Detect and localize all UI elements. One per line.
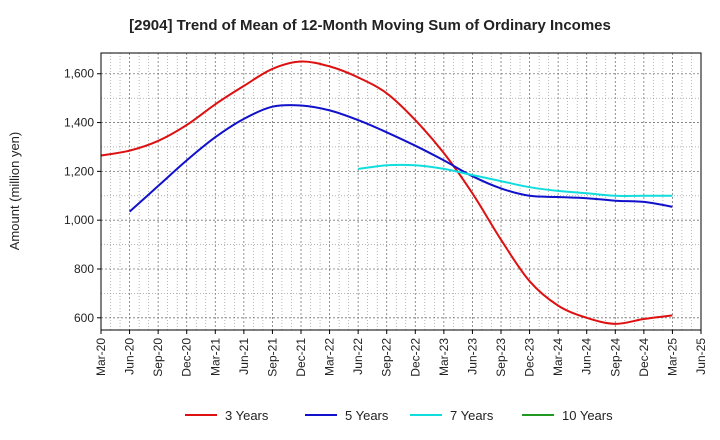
grid: [100, 53, 702, 330]
x-tick-label: Jun-25: [694, 338, 708, 375]
x-tick-label: Mar-22: [323, 338, 337, 376]
x-tick-label: Mar-20: [94, 338, 108, 376]
x-tick-label: Sep-24: [608, 338, 622, 377]
legend: 3 Years 5 Years 7 Years 10 Years: [185, 408, 613, 423]
x-tick-label: Jun-21: [237, 338, 251, 375]
x-tick-label: Mar-21: [208, 338, 222, 376]
series-lines: [100, 60, 673, 325]
x-tick-label: Dec-23: [523, 338, 537, 377]
x-tick-label: Jun-24: [580, 338, 594, 375]
y-tick-label: 1,400: [64, 116, 94, 130]
x-tick-label: Sep-23: [494, 338, 508, 377]
x-tick-label: Mar-24: [551, 338, 565, 376]
x-tick-label: Mar-25: [665, 338, 679, 376]
x-tick-label: Jun-20: [123, 338, 137, 375]
x-tick-label: Dec-20: [180, 338, 194, 377]
y-tick-label: 1,600: [64, 67, 94, 81]
chart-title: [2904] Trend of Mean of 12-Month Moving …: [129, 17, 611, 34]
x-tick-label: Dec-21: [294, 338, 308, 377]
y-axis-label: Amount (million yen): [7, 132, 22, 251]
x-tick-label: Sep-21: [265, 338, 279, 377]
y-tick-label: 600: [74, 311, 94, 325]
series-line-7-years: [357, 163, 673, 197]
legend-label: 7 Years: [450, 408, 494, 423]
x-tick-label: Sep-22: [380, 338, 394, 377]
series-line-3-years: [100, 60, 673, 325]
x-tick-label: Jun-23: [465, 338, 479, 375]
y-tick-label: 1,000: [64, 213, 94, 227]
x-tick-label: Mar-23: [437, 338, 451, 376]
x-tick-label: Jun-22: [351, 338, 365, 375]
legend-label: 5 Years: [345, 408, 389, 423]
y-axis-ticks: 600 800 1,000 1,200 1,400 1,600: [64, 67, 101, 325]
x-axis-ticks: Mar-20 Jun-20 Sep-20 Dec-20 Mar-21 Jun-21 Sep-…: [94, 330, 708, 377]
x-tick-label: Dec-22: [408, 338, 422, 377]
legend-label: 10 Years: [562, 408, 613, 423]
series-line-5-years: [128, 104, 673, 213]
y-tick-label: 800: [74, 262, 94, 276]
plot-area-frame: [100, 52, 702, 331]
y-tick-label: 1,200: [64, 164, 94, 178]
x-tick-label: Dec-24: [637, 338, 651, 377]
legend-label: 3 Years: [225, 408, 269, 423]
x-tick-label: Sep-20: [151, 338, 165, 377]
